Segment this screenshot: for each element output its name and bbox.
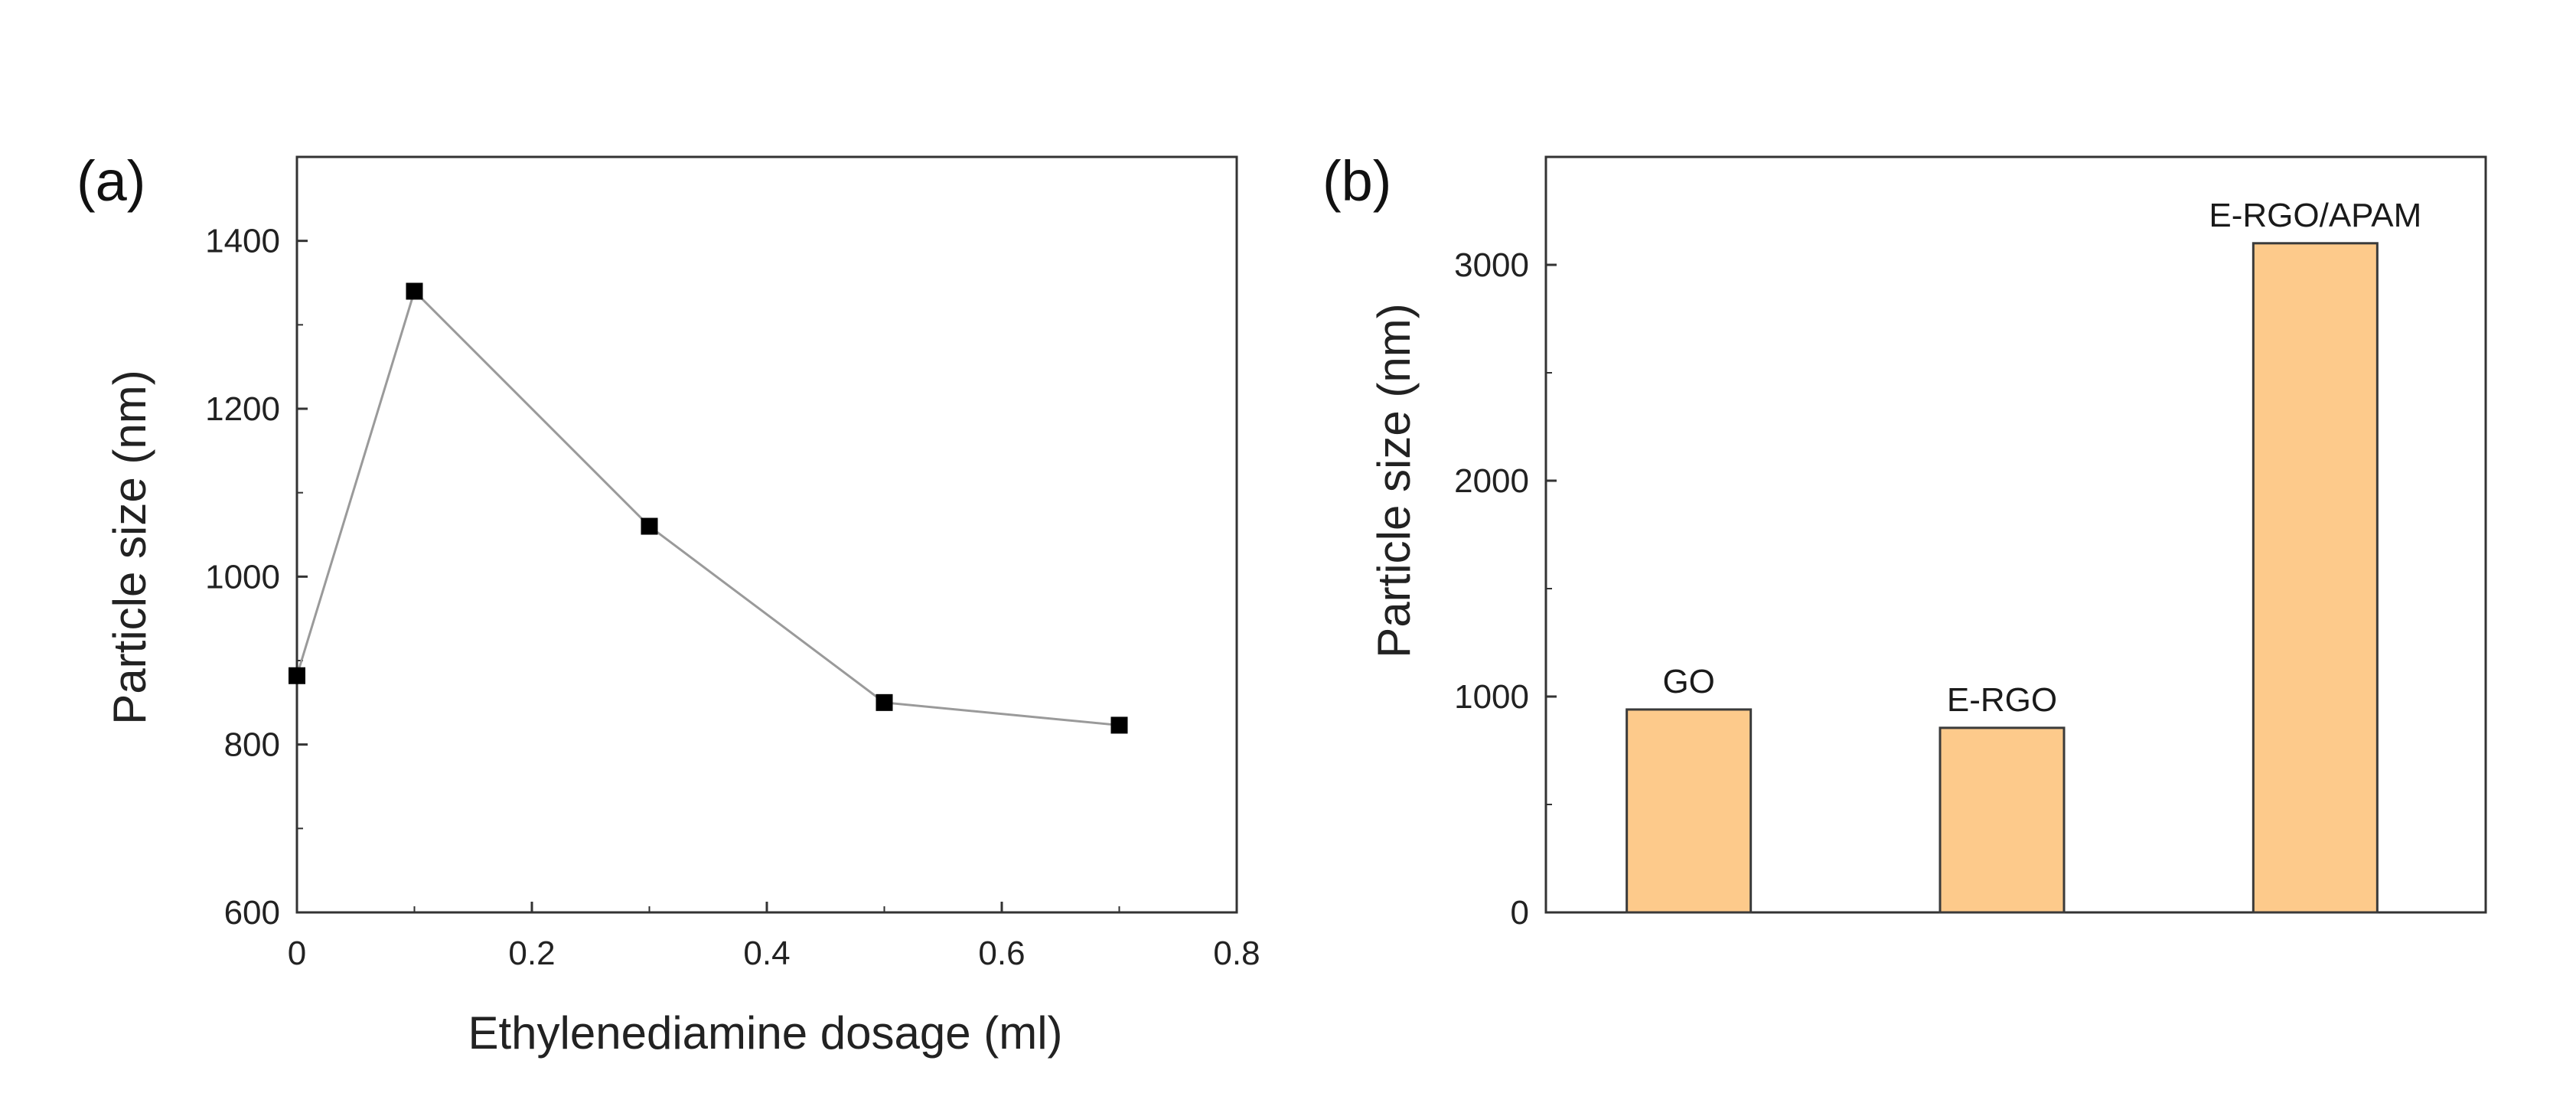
panel-a-line-chart: (a) 600 800 1000 1200 1400 0 0.2 0.4 0.6 0.8 Eth… bbox=[77, 149, 1260, 1059]
panel-b-y-tick-label: 0 bbox=[1511, 894, 1529, 932]
panel-a-data-point bbox=[289, 667, 305, 684]
panel-b-bar-label: E-RGO bbox=[1947, 681, 2057, 719]
panel-b-y-tick-label: 1000 bbox=[1454, 678, 1529, 716]
panel-a-plot-frame bbox=[295, 155, 1238, 914]
panel-b-bars: GO E-RGO E-RGO/APAM bbox=[1625, 197, 2421, 914]
panel-a-y-axis-label: Particle size (nm) bbox=[104, 370, 155, 724]
panel-a-x-ticks: 0 0.2 0.4 0.6 0.8 bbox=[288, 902, 1260, 972]
panel-a-data-point bbox=[876, 693, 893, 711]
panel-b-y-axis-label: Particle size (nm) bbox=[1368, 303, 1420, 658]
panel-a-x-tick-label: 0.4 bbox=[743, 935, 790, 972]
panel-a-x-tick-label: 0.8 bbox=[1213, 935, 1260, 972]
panel-a-data-point bbox=[641, 517, 658, 535]
panel-b-y-ticks: 0 1000 2000 3000 bbox=[1454, 156, 1557, 932]
panel-a-series-line bbox=[295, 289, 1120, 726]
panel-a-x-axis-label: Ethylenediamine dosage (ml) bbox=[468, 1007, 1062, 1059]
panel-a-y-tick-label: 1400 bbox=[205, 223, 280, 260]
panel-a-y-tick-label: 1000 bbox=[205, 558, 280, 596]
panel-a-series bbox=[289, 282, 1128, 734]
panel-a-data-point bbox=[406, 282, 423, 300]
panel-a-y-tick-label: 800 bbox=[224, 726, 280, 764]
panel-b-bar bbox=[2252, 242, 2379, 914]
panel-a-label: (a) bbox=[77, 149, 145, 213]
panel-b-y-tick-label: 2000 bbox=[1454, 462, 1529, 500]
panel-b-bar-label: E-RGO/APAM bbox=[2209, 197, 2421, 234]
panel-a-y-tick-label: 600 bbox=[224, 894, 280, 932]
panel-a-y-tick-label: 1200 bbox=[205, 390, 280, 428]
panel-b-label: (b) bbox=[1322, 149, 1391, 213]
panel-a-x-tick-label: 0.6 bbox=[978, 935, 1025, 972]
panel-b-y-tick-label: 3000 bbox=[1454, 246, 1529, 284]
panel-a-y-ticks: 600 800 1000 1200 1400 bbox=[205, 156, 308, 932]
panel-a-x-tick-label: 0 bbox=[288, 935, 306, 972]
panel-b-bar-chart: (b) 0 1000 2000 3000 GO E-RGO E-RGO/APAM Part… bbox=[1322, 149, 2487, 932]
panel-b-bar bbox=[1939, 726, 2066, 914]
panel-b-bar-label: GO bbox=[1662, 663, 1714, 700]
panel-b-bar bbox=[1625, 708, 1753, 914]
panel-a-data-point bbox=[1110, 716, 1128, 734]
panel-a-x-tick-label: 0.2 bbox=[508, 935, 555, 972]
